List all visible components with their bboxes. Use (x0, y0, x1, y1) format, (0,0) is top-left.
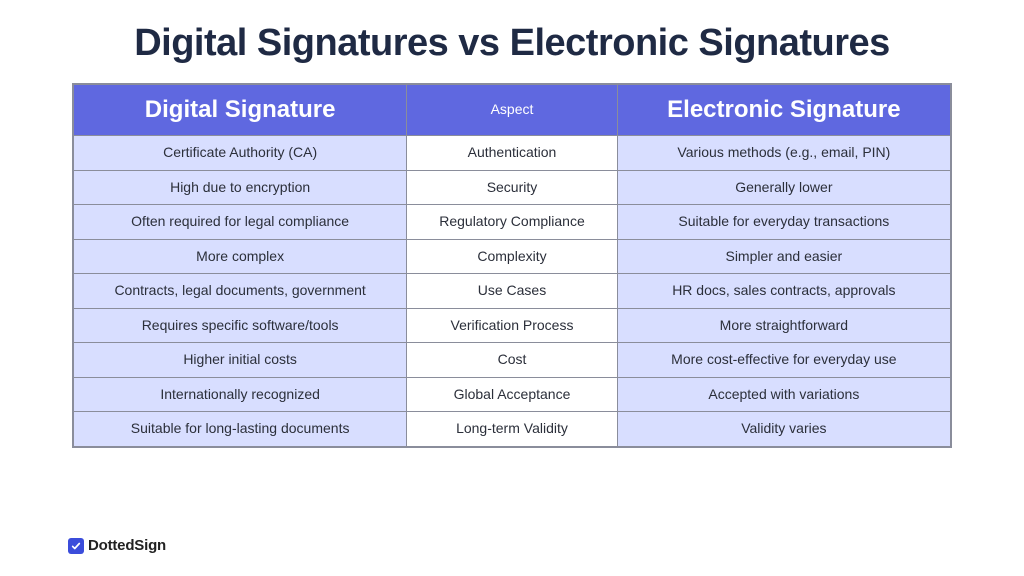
cell-electronic: HR docs, sales contracts, approvals (617, 274, 950, 309)
table-row: Suitable for long-lasting documents Long… (74, 412, 951, 447)
cell-aspect: Long-term Validity (407, 412, 617, 447)
cell-digital: More complex (74, 239, 407, 274)
comparison-table-wrap: Digital Signature Aspect Electronic Sign… (72, 83, 952, 448)
table-row: Contracts, legal documents, government U… (74, 274, 951, 309)
cell-aspect: Security (407, 170, 617, 205)
col-header-aspect: Aspect (407, 85, 617, 136)
cell-digital: Internationally recognized (74, 377, 407, 412)
table-header-row: Digital Signature Aspect Electronic Sign… (74, 85, 951, 136)
cell-electronic: Accepted with variations (617, 377, 950, 412)
page-title: Digital Signatures vs Electronic Signatu… (0, 0, 1024, 83)
cell-digital: Requires specific software/tools (74, 308, 407, 343)
brand-logo: DottedSign (68, 537, 166, 554)
cell-digital: Often required for legal compliance (74, 205, 407, 240)
logo-mark-icon (68, 538, 84, 554)
comparison-table: Digital Signature Aspect Electronic Sign… (73, 84, 951, 447)
logo-text: DottedSign (88, 537, 166, 554)
col-header-digital: Digital Signature (74, 85, 407, 136)
cell-aspect: Verification Process (407, 308, 617, 343)
cell-aspect: Complexity (407, 239, 617, 274)
cell-aspect: Use Cases (407, 274, 617, 309)
cell-electronic: Validity varies (617, 412, 950, 447)
cell-digital: High due to encryption (74, 170, 407, 205)
cell-aspect: Regulatory Compliance (407, 205, 617, 240)
cell-electronic: Suitable for everyday transactions (617, 205, 950, 240)
cell-digital: Higher initial costs (74, 343, 407, 378)
cell-electronic: More straightforward (617, 308, 950, 343)
cell-aspect: Authentication (407, 136, 617, 171)
table-row: More complex Complexity Simpler and easi… (74, 239, 951, 274)
table-row: High due to encryption Security Generall… (74, 170, 951, 205)
table-row: Higher initial costs Cost More cost-effe… (74, 343, 951, 378)
cell-digital: Suitable for long-lasting documents (74, 412, 407, 447)
cell-aspect: Cost (407, 343, 617, 378)
table-row: Certificate Authority (CA) Authenticatio… (74, 136, 951, 171)
cell-electronic: More cost-effective for everyday use (617, 343, 950, 378)
table-row: Requires specific software/tools Verific… (74, 308, 951, 343)
table-row: Internationally recognized Global Accept… (74, 377, 951, 412)
cell-aspect: Global Acceptance (407, 377, 617, 412)
col-header-electronic: Electronic Signature (617, 85, 950, 136)
cell-electronic: Generally lower (617, 170, 950, 205)
cell-electronic: Simpler and easier (617, 239, 950, 274)
cell-digital: Contracts, legal documents, government (74, 274, 407, 309)
cell-digital: Certificate Authority (CA) (74, 136, 407, 171)
table-row: Often required for legal compliance Regu… (74, 205, 951, 240)
cell-electronic: Various methods (e.g., email, PIN) (617, 136, 950, 171)
